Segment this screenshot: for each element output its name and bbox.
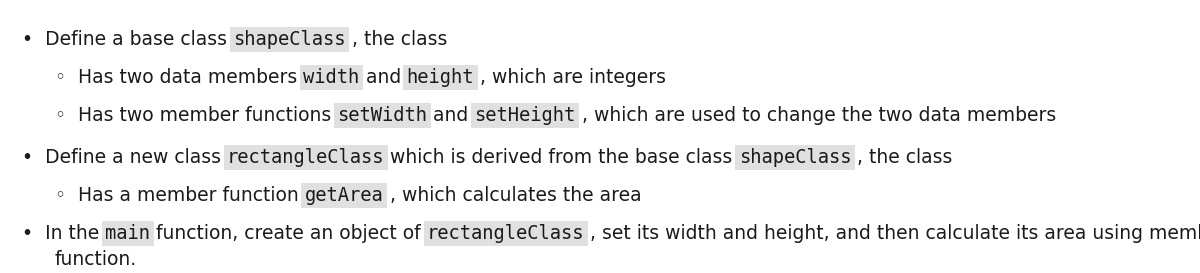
Text: , which calculates the area: , which calculates the area: [384, 186, 641, 205]
Text: height: height: [407, 68, 474, 87]
Text: •  Define a base class: • Define a base class: [22, 30, 233, 49]
Text: , the class: , the class: [346, 30, 446, 49]
Text: setHeight: setHeight: [474, 106, 576, 125]
Text: rectangleClass: rectangleClass: [227, 148, 384, 167]
Text: , set its width and height, and then calculate its area using member: , set its width and height, and then cal…: [584, 224, 1200, 243]
Text: and: and: [427, 106, 474, 125]
Text: •  In the: • In the: [22, 224, 106, 243]
Text: ◦  Has two member functions: ◦ Has two member functions: [55, 106, 337, 125]
Text: shapeClass: shapeClass: [739, 148, 851, 167]
Text: which is derived from the base class: which is derived from the base class: [384, 148, 739, 167]
Text: , the class: , the class: [851, 148, 953, 167]
Text: function.: function.: [55, 250, 137, 269]
Text: function, create an object of: function, create an object of: [150, 224, 427, 243]
Text: getArea: getArea: [305, 186, 384, 205]
Text: setWidth: setWidth: [337, 106, 427, 125]
Text: main: main: [106, 224, 150, 243]
Text: width: width: [304, 68, 360, 87]
Text: ◦  Has two data members: ◦ Has two data members: [55, 68, 304, 87]
Text: rectangleClass: rectangleClass: [427, 224, 584, 243]
Text: , which are used to change the two data members: , which are used to change the two data …: [576, 106, 1056, 125]
Text: and: and: [360, 68, 407, 87]
Text: •  Define a new class: • Define a new class: [22, 148, 227, 167]
Text: , which are integers: , which are integers: [474, 68, 666, 87]
Text: shapeClass: shapeClass: [233, 30, 346, 49]
Text: ◦  Has a member function: ◦ Has a member function: [55, 186, 305, 205]
